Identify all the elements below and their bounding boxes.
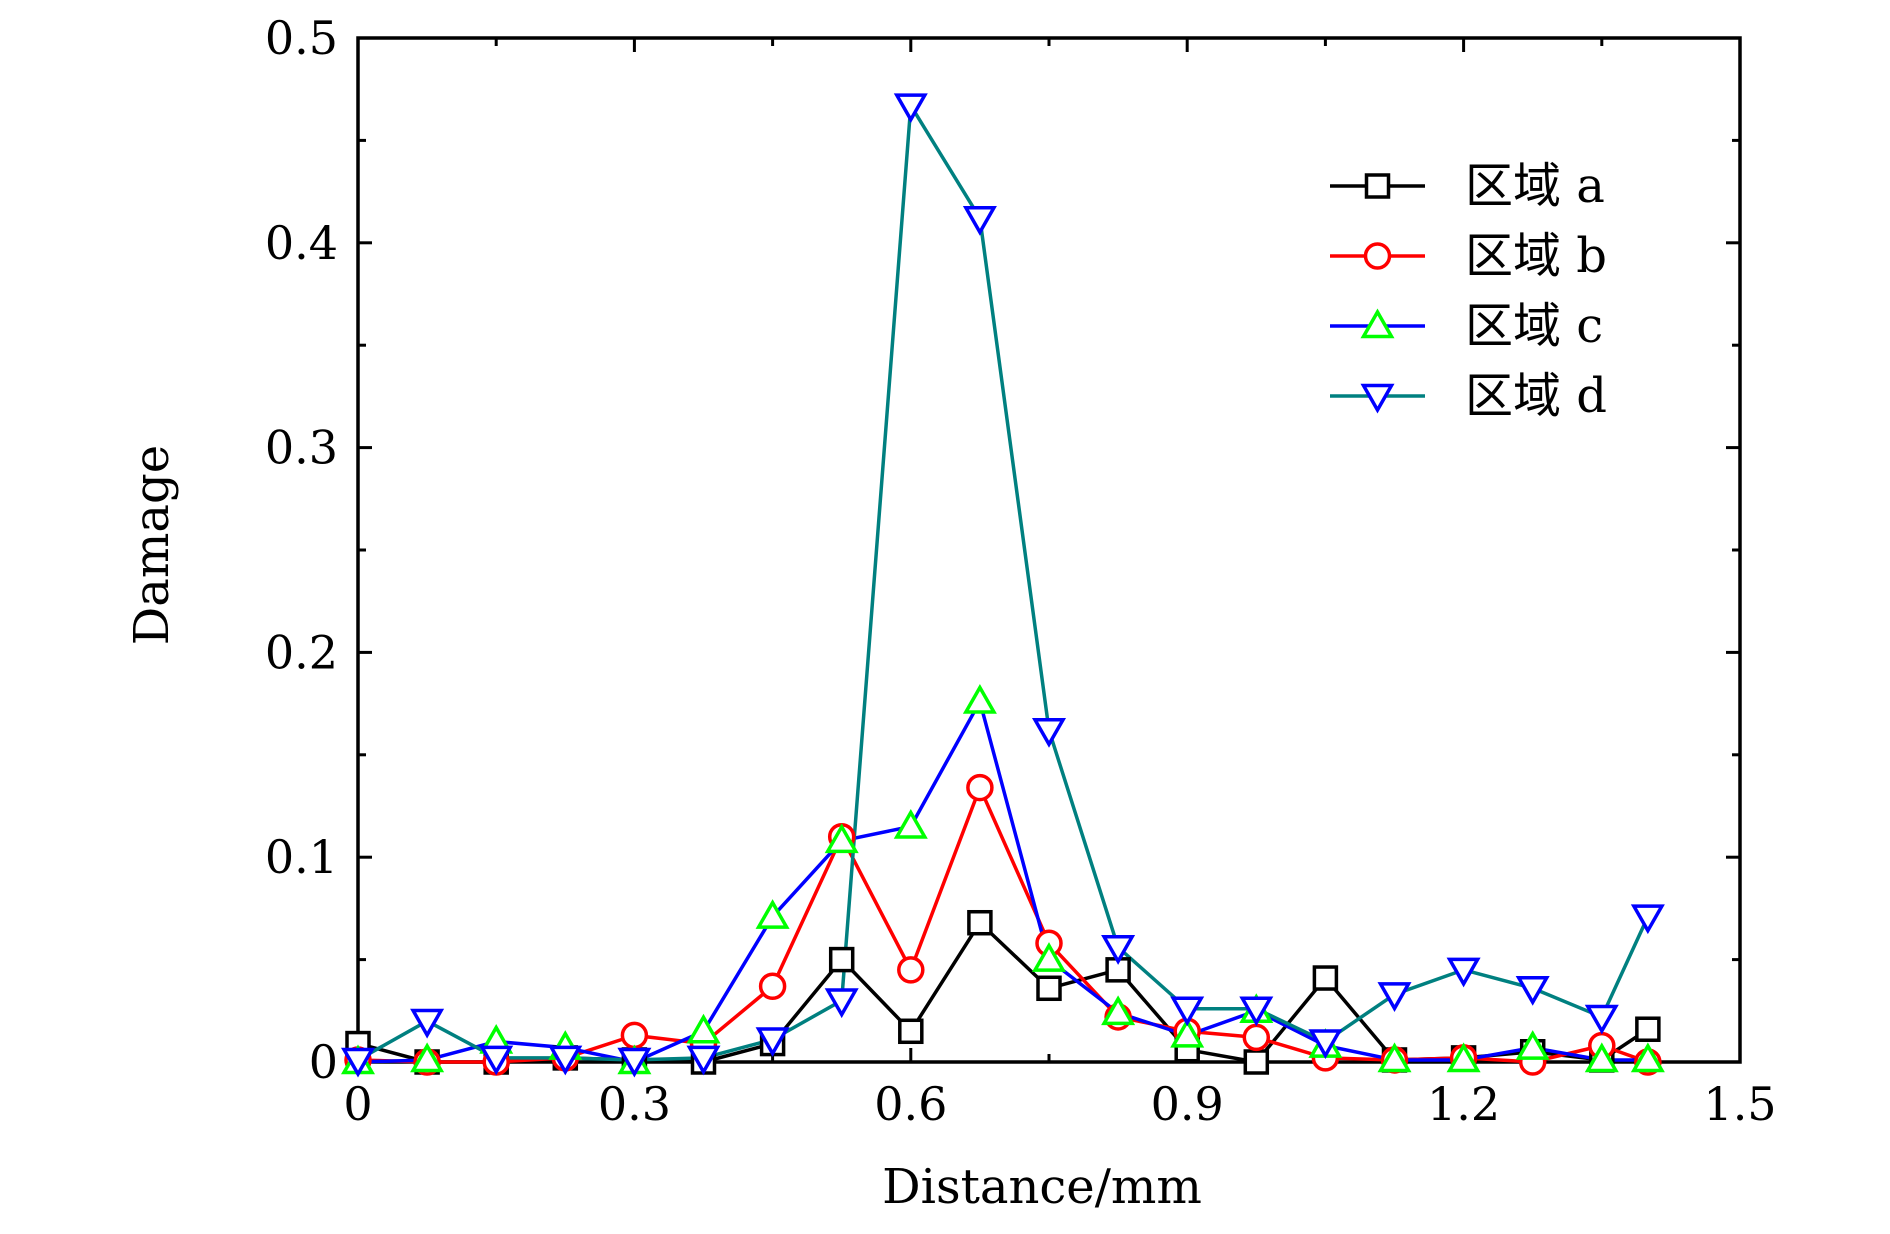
series-line-3 bbox=[357, 699, 1648, 1064]
x-tick-label: 0.3 bbox=[598, 1077, 671, 1131]
data-point bbox=[686, 1045, 721, 1076]
data-point bbox=[962, 205, 997, 236]
data-point bbox=[1036, 975, 1062, 1002]
data-point bbox=[1446, 957, 1481, 988]
data-point bbox=[897, 956, 925, 984]
legend-label-1: 区域 a bbox=[1465, 158, 1605, 214]
y-tick-label: 0.5 bbox=[265, 11, 338, 65]
data-point bbox=[893, 93, 928, 124]
data-point bbox=[1101, 935, 1136, 965]
series-line-2 bbox=[357, 785, 1649, 1064]
data-point bbox=[1630, 1042, 1665, 1073]
y-tick-label: 0.4 bbox=[265, 216, 338, 270]
data-point bbox=[340, 1047, 376, 1078]
data-point bbox=[893, 808, 928, 839]
x-axis-title: Distance/mm bbox=[882, 1159, 1202, 1215]
data-point bbox=[1584, 1042, 1619, 1073]
legend-marker-2 bbox=[1363, 242, 1392, 270]
data-point bbox=[758, 972, 787, 1000]
legend-marker-1 bbox=[1364, 173, 1391, 199]
data-point bbox=[1630, 904, 1665, 935]
data-point bbox=[479, 1045, 514, 1076]
data-point bbox=[686, 1013, 721, 1044]
series-line-4 bbox=[357, 103, 1650, 1062]
data-point bbox=[1515, 976, 1550, 1006]
data-point bbox=[755, 899, 790, 929]
data-point bbox=[548, 1045, 583, 1076]
x-tick-label: 1.2 bbox=[1427, 1077, 1500, 1131]
series-line-1 bbox=[357, 920, 1649, 1064]
data-point bbox=[898, 1018, 924, 1045]
data-point bbox=[620, 1021, 649, 1050]
x-tick-label: 0 bbox=[343, 1077, 372, 1131]
data-point bbox=[966, 773, 994, 802]
legend-label-4: 区域 d bbox=[1465, 368, 1607, 424]
y-tick-label: 0 bbox=[309, 1035, 338, 1089]
y-axis-title: Damage bbox=[124, 445, 180, 645]
data-point bbox=[828, 946, 855, 973]
data-point bbox=[617, 1047, 652, 1078]
x-tick-label: 0.6 bbox=[874, 1077, 947, 1131]
data-point bbox=[1031, 717, 1067, 748]
y-tick-label: 0.2 bbox=[265, 625, 338, 679]
data-point bbox=[1031, 942, 1067, 972]
data-point bbox=[410, 1008, 445, 1039]
data-point bbox=[755, 1027, 790, 1057]
x-tick-label: 0.9 bbox=[1151, 1077, 1224, 1131]
data-point bbox=[1377, 982, 1412, 1012]
data-point bbox=[1312, 965, 1339, 991]
legend-label-2: 区域 b bbox=[1465, 228, 1607, 284]
legend-label-3: 区域 c bbox=[1465, 298, 1603, 354]
x-tick-label: 1.5 bbox=[1703, 1077, 1776, 1131]
data-point bbox=[1239, 996, 1274, 1027]
data-point bbox=[1170, 1017, 1205, 1048]
legend-marker-3 bbox=[1360, 308, 1395, 339]
data-point bbox=[1308, 1029, 1343, 1060]
data-point bbox=[1635, 1016, 1661, 1042]
y-tick-label: 0.3 bbox=[265, 421, 338, 475]
data-point bbox=[1584, 1004, 1619, 1035]
data-point bbox=[1170, 996, 1205, 1027]
data-point bbox=[1377, 1042, 1412, 1073]
data-point bbox=[824, 988, 859, 1019]
data-point bbox=[1101, 995, 1136, 1026]
data-point bbox=[962, 684, 997, 714]
data-point bbox=[410, 1042, 445, 1073]
data-point bbox=[1243, 1049, 1270, 1075]
data-point bbox=[824, 823, 859, 854]
data-point bbox=[1446, 1042, 1481, 1073]
y-tick-label: 0.1 bbox=[265, 830, 338, 884]
data-point bbox=[967, 909, 993, 936]
data-point bbox=[1515, 1030, 1550, 1060]
legend-marker-4 bbox=[1360, 383, 1395, 414]
data-point bbox=[1242, 1023, 1271, 1052]
